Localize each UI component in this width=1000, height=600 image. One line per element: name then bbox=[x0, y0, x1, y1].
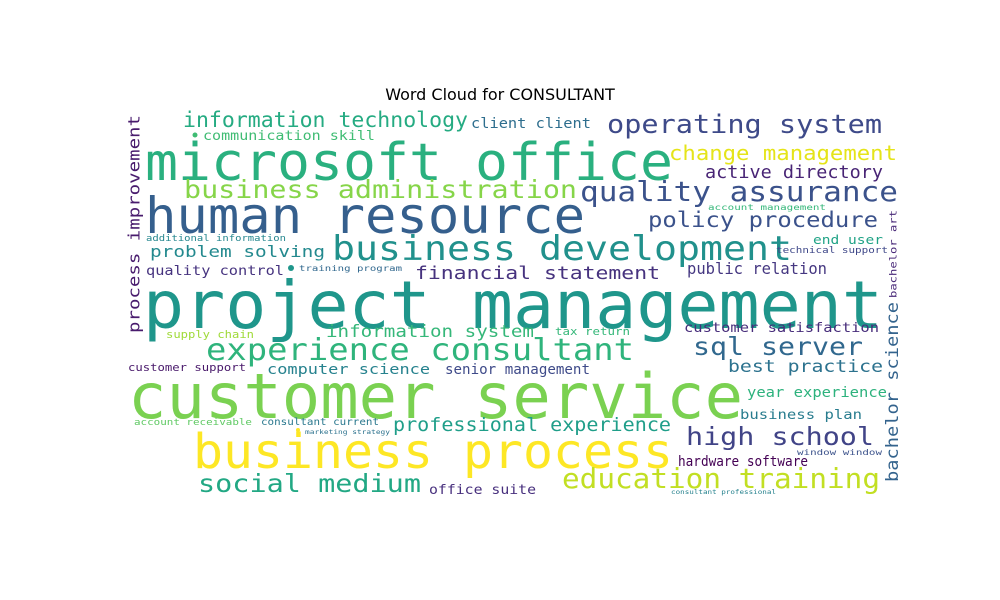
word-quality-control: quality control bbox=[146, 264, 284, 279]
word-consultant-current: consultant current bbox=[261, 417, 379, 428]
word-window-window: window window bbox=[797, 448, 882, 457]
word-social-medium: social medium bbox=[198, 469, 421, 498]
word-human-resource: human resource bbox=[145, 187, 585, 245]
word-project-management: project management bbox=[143, 267, 883, 344]
word-problem-solving: problem solving bbox=[150, 242, 325, 261]
word-financial-statement: financial statement bbox=[415, 263, 660, 284]
word-policy-procedure: policy procedure bbox=[648, 208, 878, 232]
word-business-administration: business administration bbox=[184, 175, 577, 204]
word-office-suite: office suite bbox=[429, 483, 536, 498]
word-professional-experience: professional experience bbox=[393, 414, 671, 436]
word-process-improvement: process improvement bbox=[125, 115, 144, 333]
word-client-client: client client bbox=[471, 116, 591, 132]
word-hardware-software: hardware software bbox=[678, 454, 808, 470]
word-high-school: high school bbox=[686, 422, 874, 451]
word-change-management: change management bbox=[669, 141, 897, 165]
word-public-relation: public relation bbox=[687, 259, 827, 278]
word-bachelor-science: bachelor science bbox=[883, 302, 903, 482]
word-business-process: business process bbox=[193, 424, 673, 480]
word-best-practice: best practice bbox=[728, 357, 883, 377]
word-account-management: account management bbox=[708, 203, 826, 212]
word-business-development: business development bbox=[332, 229, 792, 269]
word-sql-server: sql server bbox=[693, 332, 863, 361]
word-technical-support: technical support bbox=[776, 246, 888, 256]
word-active-directory: active directory bbox=[705, 162, 883, 183]
word-customer-satisfaction: customer satisfaction bbox=[684, 321, 879, 336]
dot-mark-2 bbox=[288, 265, 294, 271]
word-tax-return: tax return bbox=[555, 325, 630, 338]
word-consultant-professional: consultant professional bbox=[671, 489, 776, 496]
dot-mark-1 bbox=[192, 132, 198, 138]
word-customer-service: customer service bbox=[128, 360, 743, 433]
word-additional-information: additional information bbox=[146, 234, 286, 244]
word-information-technology: information technology bbox=[183, 108, 468, 132]
word-year-experience: year experience bbox=[747, 385, 887, 401]
word-operating-system: operating system bbox=[607, 110, 882, 140]
word-training-program: training program bbox=[299, 264, 402, 273]
word-education-training: education training bbox=[562, 462, 880, 495]
word-business-plan: business plan bbox=[740, 408, 862, 423]
word-communication-skill: communication skill bbox=[203, 129, 375, 144]
word-information-system: information system bbox=[326, 322, 534, 342]
word-computer-science: computer science bbox=[267, 362, 430, 378]
chart-title: Word Cloud for CONSULTANT bbox=[385, 85, 615, 104]
dot-mark-3 bbox=[296, 428, 300, 432]
word-microsoft-office: microsoft office bbox=[145, 133, 673, 193]
word-end-user: end user bbox=[813, 233, 883, 247]
word-senior-management: senior management bbox=[445, 362, 590, 378]
word-quality-assurance: quality assurance bbox=[580, 175, 898, 208]
word-experience-consultant: experience consultant bbox=[206, 333, 634, 368]
word-marketing-strategy: marketing strategy bbox=[305, 429, 390, 436]
word-bachelor-art: bachelor art bbox=[889, 210, 900, 298]
word-supply-chain: supply chain bbox=[166, 328, 254, 341]
word-customer-support: customer support bbox=[128, 361, 246, 374]
word-account-receivable: account receivable bbox=[134, 418, 252, 428]
